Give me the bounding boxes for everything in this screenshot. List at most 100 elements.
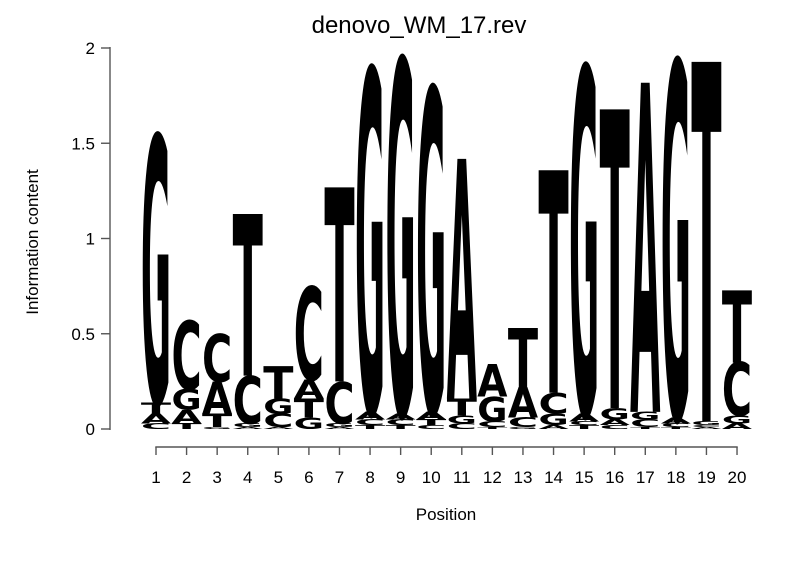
- x-axis: 1 2 3 4 5 6 7 8 9 10 11 12 13 14 15 16 17 18 19 20: [151, 446, 747, 487]
- logo-letter-T: T: [691, 0, 721, 539]
- logo-letter-group: A: [508, 379, 539, 428]
- logo-letter-group: A: [661, 417, 691, 426]
- logo-letter-group: C: [447, 422, 477, 431]
- x-axis-label: Position: [416, 505, 476, 524]
- logo-letter-group: T: [386, 424, 417, 430]
- logo-letter-C: C: [508, 415, 538, 430]
- x-tick-label: 12: [483, 468, 502, 487]
- logo-letter-T: T: [600, 27, 630, 505]
- logo-letter-group: G: [171, 384, 201, 417]
- x-tick-label: 3: [212, 468, 221, 487]
- logo-letter-G: G: [355, 0, 385, 523]
- logo-letter-T: T: [508, 313, 538, 407]
- logo-letter-group: G: [447, 414, 477, 426]
- logo-letter-group: T: [630, 427, 661, 430]
- logo-letter-A: A: [447, 94, 477, 477]
- logo-letter-G: G: [569, 0, 599, 527]
- logo-letter-group: G: [141, 64, 171, 490]
- logo-letter-group: C: [294, 261, 324, 410]
- logo-letter-group: A: [600, 418, 630, 427]
- logo-letter-group: G: [324, 423, 354, 429]
- logo-letter-G: G: [447, 414, 477, 426]
- logo-letter-group: G: [355, 0, 385, 523]
- logo-letter-group: A: [141, 412, 171, 427]
- logo-letter-group: T: [233, 171, 263, 429]
- logo-letter-C: C: [600, 424, 630, 430]
- x-tick-label: 7: [335, 468, 344, 487]
- logo-letter-T: T: [477, 427, 508, 430]
- logo-letter-A: A: [416, 410, 447, 422]
- logo-letter-group: C: [477, 420, 507, 429]
- logo-letter-group: T: [324, 134, 354, 445]
- logo-letter-A: A: [569, 412, 600, 424]
- logo-letter-group: T: [661, 427, 692, 430]
- logo-letter-G: G: [722, 414, 752, 426]
- logo-letter-group: T: [477, 427, 508, 430]
- logo-letter-group: A: [171, 406, 202, 427]
- logo-letter-G: G: [263, 395, 293, 419]
- logo-letter-group: G: [538, 411, 568, 429]
- logo-letter-C: C: [447, 422, 477, 431]
- logo-letter-C: C: [355, 418, 385, 427]
- logo-letter-group: C: [691, 425, 721, 428]
- logo-letter-group: A: [691, 427, 722, 430]
- logo-letter-group: G: [691, 421, 721, 427]
- logo-letter-group: A: [538, 424, 569, 430]
- logo-letter-C: C: [233, 363, 263, 439]
- x-tick-label: 5: [274, 468, 283, 487]
- logo-letter-A: A: [722, 422, 752, 431]
- x-tick-label: 15: [575, 468, 594, 487]
- y-tick-label: 1: [86, 230, 95, 249]
- logo-letter-group: T: [416, 418, 446, 427]
- logo-letter-group: A: [233, 427, 264, 430]
- logo-letter-T: T: [355, 424, 386, 430]
- logo-letter-group: G: [386, 0, 416, 530]
- logo-letter-A: A: [324, 427, 355, 430]
- logo-letter-group: C: [416, 424, 446, 430]
- logo-letter-group: C: [386, 418, 416, 427]
- logo-letter-C: C: [324, 369, 354, 437]
- logo-letter-T: T: [416, 418, 446, 427]
- logo-letter-A: A: [661, 417, 691, 426]
- x-tick-label: 20: [728, 468, 747, 487]
- logo-letter-group: C: [722, 349, 752, 434]
- y-axis-label: Information content: [23, 169, 42, 315]
- logo-letter-group: T: [691, 0, 721, 539]
- logo-letter-G: G: [600, 405, 630, 423]
- logo-letter-group: C: [538, 387, 568, 420]
- logo-letter-A: A: [600, 418, 630, 427]
- logo-letter-group: G: [722, 414, 752, 426]
- y-tick-label: 2: [86, 39, 95, 58]
- logo-letter-group: A: [447, 94, 477, 477]
- logo-letter-group: G: [600, 405, 630, 423]
- logo-letter-G: G: [202, 427, 232, 430]
- logo-letter-C: C: [477, 420, 507, 429]
- logo-letter-group: C: [263, 410, 293, 431]
- logo-letter-group: A: [630, 0, 660, 519]
- logo-letter-T: T: [569, 424, 600, 430]
- logo-letter-group: T: [508, 313, 538, 407]
- logo-letter-group: A: [477, 356, 508, 407]
- logo-letter-group: G: [294, 415, 324, 433]
- logo-letter-A: A: [171, 406, 202, 427]
- logo-letter-T: T: [141, 399, 172, 417]
- logo-letter-group: T: [355, 424, 386, 430]
- logo-letter-T: T: [202, 410, 232, 431]
- logo-letter-group: T: [263, 358, 293, 409]
- logo-letter-C: C: [141, 422, 171, 431]
- logo-letter-group: C: [233, 363, 263, 439]
